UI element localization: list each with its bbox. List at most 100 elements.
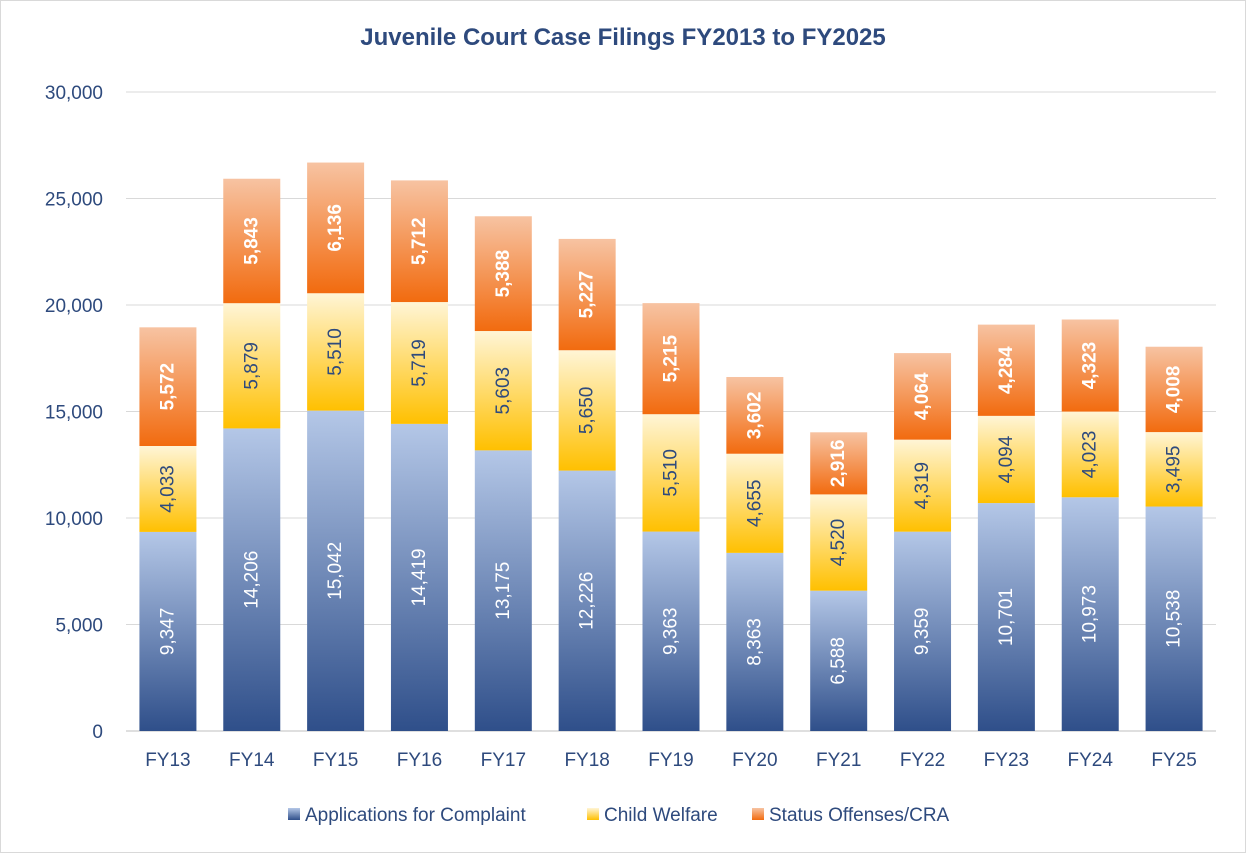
- bar-segment: [726, 453, 784, 553]
- data-label: 4,284: [996, 346, 1017, 394]
- legend-label: Child Welfare: [604, 805, 718, 826]
- y-tick-label: 15,000: [45, 403, 103, 424]
- bar-segment: [642, 414, 700, 532]
- x-tick-label: FY18: [564, 750, 609, 771]
- data-label: 9,347: [157, 608, 178, 656]
- bar-segment: [558, 350, 616, 471]
- chart-title: Juvenile Court Case Filings FY2013 to FY…: [360, 24, 886, 51]
- data-label: 15,042: [325, 542, 346, 600]
- bar-segment: [223, 303, 281, 429]
- bar-segment: [1061, 411, 1119, 498]
- bar-segment: [894, 531, 952, 731]
- legend-swatch: [752, 808, 764, 820]
- bar-segment: [474, 216, 532, 332]
- bar-segment: [139, 531, 197, 731]
- bar-segment: [977, 324, 1035, 416]
- y-tick-label: 10,000: [45, 509, 103, 530]
- data-label: 4,520: [828, 519, 849, 567]
- bar-segment: [810, 590, 868, 731]
- data-label: 14,419: [409, 548, 430, 606]
- x-tick-label: FY25: [1151, 750, 1196, 771]
- bar-segment: [642, 303, 700, 415]
- data-label: 4,008: [1164, 366, 1185, 414]
- bar-segment: [642, 531, 700, 731]
- bar-segment: [474, 331, 532, 451]
- data-label: 9,359: [912, 608, 933, 656]
- legend: Applications for Complaint Child Welfare S…: [288, 805, 950, 826]
- bar-segment: [390, 423, 448, 731]
- data-label: 5,843: [241, 217, 262, 265]
- x-axis: FY13 FY14 FY15 FY16 FY17 FY18 FY19 FY20 FY21 FY22…: [145, 750, 1197, 771]
- bar-segment: [1061, 319, 1119, 412]
- bar-segment: [810, 494, 868, 591]
- bar-segment: [558, 470, 616, 731]
- data-label: 5,227: [577, 271, 598, 319]
- bar-segment: [894, 353, 952, 440]
- data-label: 3,495: [1164, 446, 1185, 494]
- data-label: 5,388: [493, 250, 514, 298]
- y-tick-label: 0: [92, 722, 103, 743]
- y-tick-label: 30,000: [45, 83, 103, 104]
- bar-segment: [810, 432, 868, 495]
- data-label: 4,023: [1080, 431, 1101, 479]
- bar-segment: [558, 238, 616, 351]
- bar-segment: [223, 428, 281, 731]
- bars: [139, 162, 1203, 731]
- legend-label: Status Offenses/CRA: [769, 805, 950, 826]
- x-tick-label: FY20: [732, 750, 777, 771]
- data-label: 14,206: [241, 551, 262, 609]
- legend-swatch: [288, 808, 300, 820]
- data-label: 5,650: [577, 387, 598, 435]
- data-label: 13,175: [493, 562, 514, 620]
- data-label: 10,701: [996, 588, 1017, 646]
- bar-segment: [223, 178, 281, 304]
- bar-segment: [977, 503, 1035, 731]
- x-tick-label: FY14: [229, 750, 275, 771]
- x-tick-label: FY19: [648, 750, 693, 771]
- bar-segment: [977, 415, 1035, 504]
- x-tick-label: FY22: [900, 750, 945, 771]
- data-label: 4,094: [996, 435, 1017, 483]
- data-label: 10,973: [1080, 585, 1101, 643]
- y-tick-label: 25,000: [45, 190, 103, 211]
- y-tick-label: 5,000: [55, 616, 103, 637]
- data-label: 8,363: [744, 618, 765, 666]
- bar-segment: [726, 552, 784, 731]
- data-label: 6,588: [828, 637, 849, 685]
- x-tick-label: FY23: [984, 750, 1029, 771]
- data-label: 5,510: [661, 449, 682, 497]
- data-label: 12,226: [577, 572, 598, 630]
- bar-segment: [139, 327, 197, 447]
- data-label: 5,215: [661, 334, 682, 382]
- y-tick-label: 20,000: [45, 296, 103, 317]
- bar-segment: [307, 410, 365, 731]
- bar-segment: [1145, 432, 1203, 507]
- bar-segment: [307, 162, 365, 294]
- data-label: 5,712: [409, 217, 430, 265]
- data-label: 9,363: [661, 608, 682, 656]
- data-label: 2,916: [828, 440, 849, 488]
- y-axis: 0 5,000 10,000 15,000 20,000 25,000 30,000: [45, 83, 103, 743]
- legend-label: Applications for Complaint: [305, 805, 526, 826]
- data-label: 4,319: [912, 462, 933, 510]
- data-label: 5,719: [409, 339, 430, 387]
- bar-segment: [307, 293, 365, 411]
- bar-segment: [1061, 497, 1119, 731]
- bar-segment: [1145, 346, 1203, 433]
- x-tick-label: FY15: [313, 750, 358, 771]
- bar-segment: [726, 376, 784, 454]
- data-label: 6,136: [325, 204, 346, 252]
- x-tick-label: FY16: [397, 750, 442, 771]
- data-labels: 9,347 4,033 5,572 14,206 5,879 5,843 15,042 5,5…: [157, 204, 1184, 684]
- bar-segment: [390, 180, 448, 303]
- data-label: 4,655: [744, 480, 765, 528]
- x-tick-label: FY21: [816, 750, 861, 771]
- bar-segment: [139, 446, 197, 532]
- x-tick-label: FY24: [1068, 750, 1114, 771]
- data-label: 10,538: [1164, 590, 1185, 648]
- data-label: 3,602: [744, 392, 765, 440]
- bar-segment: [390, 302, 448, 424]
- data-label: 5,603: [493, 367, 514, 415]
